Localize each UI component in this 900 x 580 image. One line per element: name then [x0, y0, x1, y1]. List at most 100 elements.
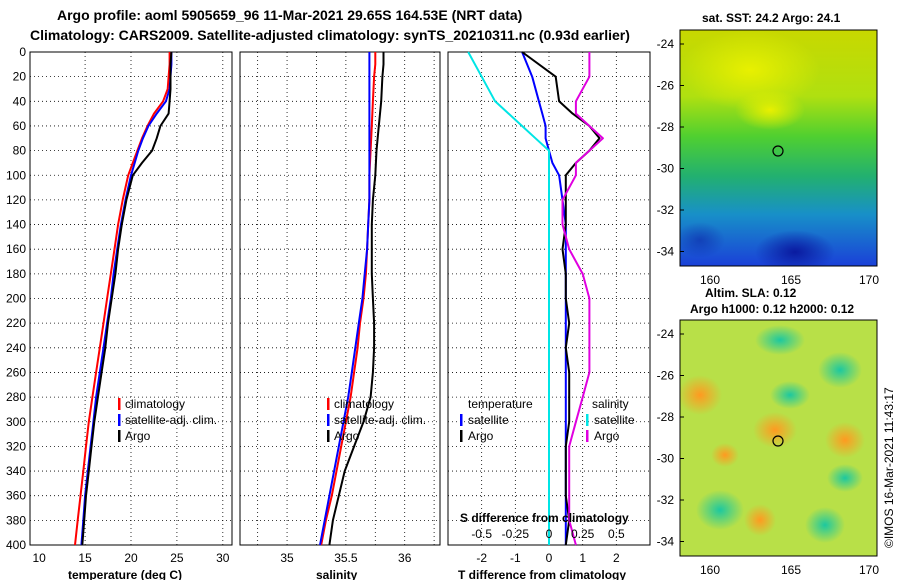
depth-tick-label: 160	[6, 242, 26, 256]
legend-swatch-satellite	[327, 414, 330, 426]
x-tick-label: 25	[170, 551, 184, 565]
x-tick-label: 30	[216, 551, 230, 565]
series-line-climatology	[74, 52, 171, 546]
sla-map-frame	[679, 319, 878, 557]
legend-swatch-argo	[327, 430, 330, 442]
sla-anomaly-blob	[680, 375, 722, 415]
s-difference-axis-label: S difference from climatology	[460, 511, 629, 525]
longitude-tick-label: 165	[781, 273, 801, 287]
latitude-tick-label: -24	[657, 327, 675, 341]
legend-swatch-climatology	[327, 398, 330, 410]
t-difference-axis-label: T difference from climatology	[458, 568, 626, 580]
legend-label-satellite: satellite-adj. clim.	[334, 413, 426, 427]
sla-latitude-ticks: -24 -26 -28 -30 -32 -34	[657, 327, 684, 549]
depth-tick-label: 20	[13, 70, 27, 84]
depth-tick-label: 240	[6, 341, 26, 355]
sla-anomaly-blob	[770, 381, 810, 409]
series-line-argo	[81, 51, 173, 546]
longitude-tick-label: 170	[859, 273, 879, 287]
x-tick-label: 1	[579, 551, 586, 565]
legend-label-argo: Argo	[125, 429, 151, 443]
x2-tick-label: -0.5	[471, 527, 492, 541]
sla-anomaly-blob	[827, 464, 863, 492]
x-tick-labels: 10 15 20 25 30 35 35.5 36 -2 -1 0 1 2 -0.5 -0.25 0 0.25 0…	[33, 527, 625, 565]
temperature-series	[74, 51, 173, 546]
sla-map-title: Altim. SLA: 0.12	[705, 286, 797, 300]
legend-label-sal-argo: Argo	[594, 429, 620, 443]
sla-anomaly-blob	[755, 325, 805, 355]
sla-anomaly-blob	[805, 507, 845, 543]
sst-longitude-ticks: 160 165 170	[700, 273, 879, 287]
series-line-salinity-satellite	[467, 51, 550, 545]
legend-swatch-temp-satellite	[460, 414, 463, 426]
latitude-tick-label: -30	[657, 452, 675, 466]
latitude-tick-label: -30	[657, 162, 675, 176]
figure-title-line2: Climatology: CARS2009. Satellite-adjuste…	[30, 27, 630, 43]
sst-map-title: sat. SST: 24.2 Argo: 24.1	[702, 11, 841, 25]
legend-swatch-sal-satellite	[586, 414, 589, 426]
depth-tick-label: 340	[6, 464, 26, 478]
sst-cold-patch	[680, 222, 725, 258]
depth-tick-label: 100	[6, 168, 26, 182]
legend-label-climatology: climatology	[125, 397, 185, 411]
x-tick-label: 15	[78, 551, 92, 565]
sla-longitude-ticks: 160 165 170	[700, 563, 879, 577]
legend-label-climatology: climatology	[334, 397, 394, 411]
latitude-tick-label: -26	[657, 369, 675, 383]
latitude-tick-label: -26	[657, 79, 675, 93]
sla-anomaly-blob	[825, 422, 865, 458]
latitude-tick-label: -24	[657, 37, 675, 51]
series-line-salinity-argo	[561, 52, 604, 546]
x2-tick-label: 0.5	[608, 527, 625, 541]
x-tick-label: 35.5	[334, 551, 358, 565]
salinity-series	[319, 52, 385, 546]
series-line-argo	[328, 52, 385, 546]
x-tick-label: -1	[510, 551, 521, 565]
sla-anomaly-blob	[818, 352, 862, 388]
depth-tick-label: 360	[6, 489, 26, 503]
x2-tick-label: 0.25	[571, 527, 595, 541]
sst-warm-patch	[680, 30, 820, 110]
temperature-grid	[30, 52, 232, 545]
sla-anomaly-blob	[711, 443, 739, 467]
latitude-tick-label: -34	[657, 245, 675, 259]
argo-float-position-marker	[772, 145, 784, 157]
longitude-tick-label: 160	[700, 563, 720, 577]
sst-latitude-ticks: -24 -26 -28 -30 -32 -34	[657, 37, 684, 259]
x-tick-label: 20	[124, 551, 138, 565]
depth-tick-label: 200	[6, 292, 26, 306]
sla-map	[680, 320, 877, 556]
depth-tick-label: 260	[6, 365, 26, 379]
legend-swatch-climatology	[118, 398, 121, 410]
depth-tick-label: 0	[19, 45, 26, 59]
depth-tick-label: 400	[6, 538, 26, 552]
series-line-climatology	[320, 52, 377, 546]
legend-swatch-satellite	[118, 414, 121, 426]
figure-title-line1: Argo profile: aoml 5905659_96 11-Mar-202…	[57, 7, 522, 23]
sla-map-subtitle: Argo h1000: 0.12 h2000: 0.12	[690, 302, 854, 316]
latitude-tick-label: -28	[657, 410, 675, 424]
depth-tick-label: 140	[6, 218, 26, 232]
legend-label-temp-satellite: satellite	[468, 413, 509, 427]
latitude-tick-label: -32	[657, 203, 675, 217]
legend-heading-salinity: salinity	[592, 397, 629, 411]
imos-credit: ©IMOS 16-Mar-2021 11:43:17	[882, 387, 896, 548]
temperature-legend: climatology satellite-adj. clim. Argo	[118, 397, 217, 443]
legend-label-sal-satellite: satellite	[594, 413, 635, 427]
x-tick-label: 36	[398, 551, 412, 565]
sla-anomaly-blob	[753, 412, 797, 448]
x2-tick-label: -0.25	[502, 527, 530, 541]
depth-axis: 0 20 40 60 80 100 120 140 160 180 200 220 240 260 280 3…	[6, 45, 26, 552]
legend-heading-temperature: temperature	[468, 397, 533, 411]
sst-map-frame	[679, 29, 878, 267]
longitude-tick-label: 170	[859, 563, 879, 577]
sla-anomaly-blob	[744, 504, 776, 536]
sst-warm-patch	[735, 90, 805, 130]
latitude-tick-label: -34	[657, 535, 675, 549]
depth-tick-label: 40	[13, 94, 27, 108]
sst-map	[680, 30, 877, 266]
legend-label-argo: Argo	[334, 429, 360, 443]
x-tick-label: 35	[280, 551, 294, 565]
salinity-grid	[240, 52, 440, 545]
